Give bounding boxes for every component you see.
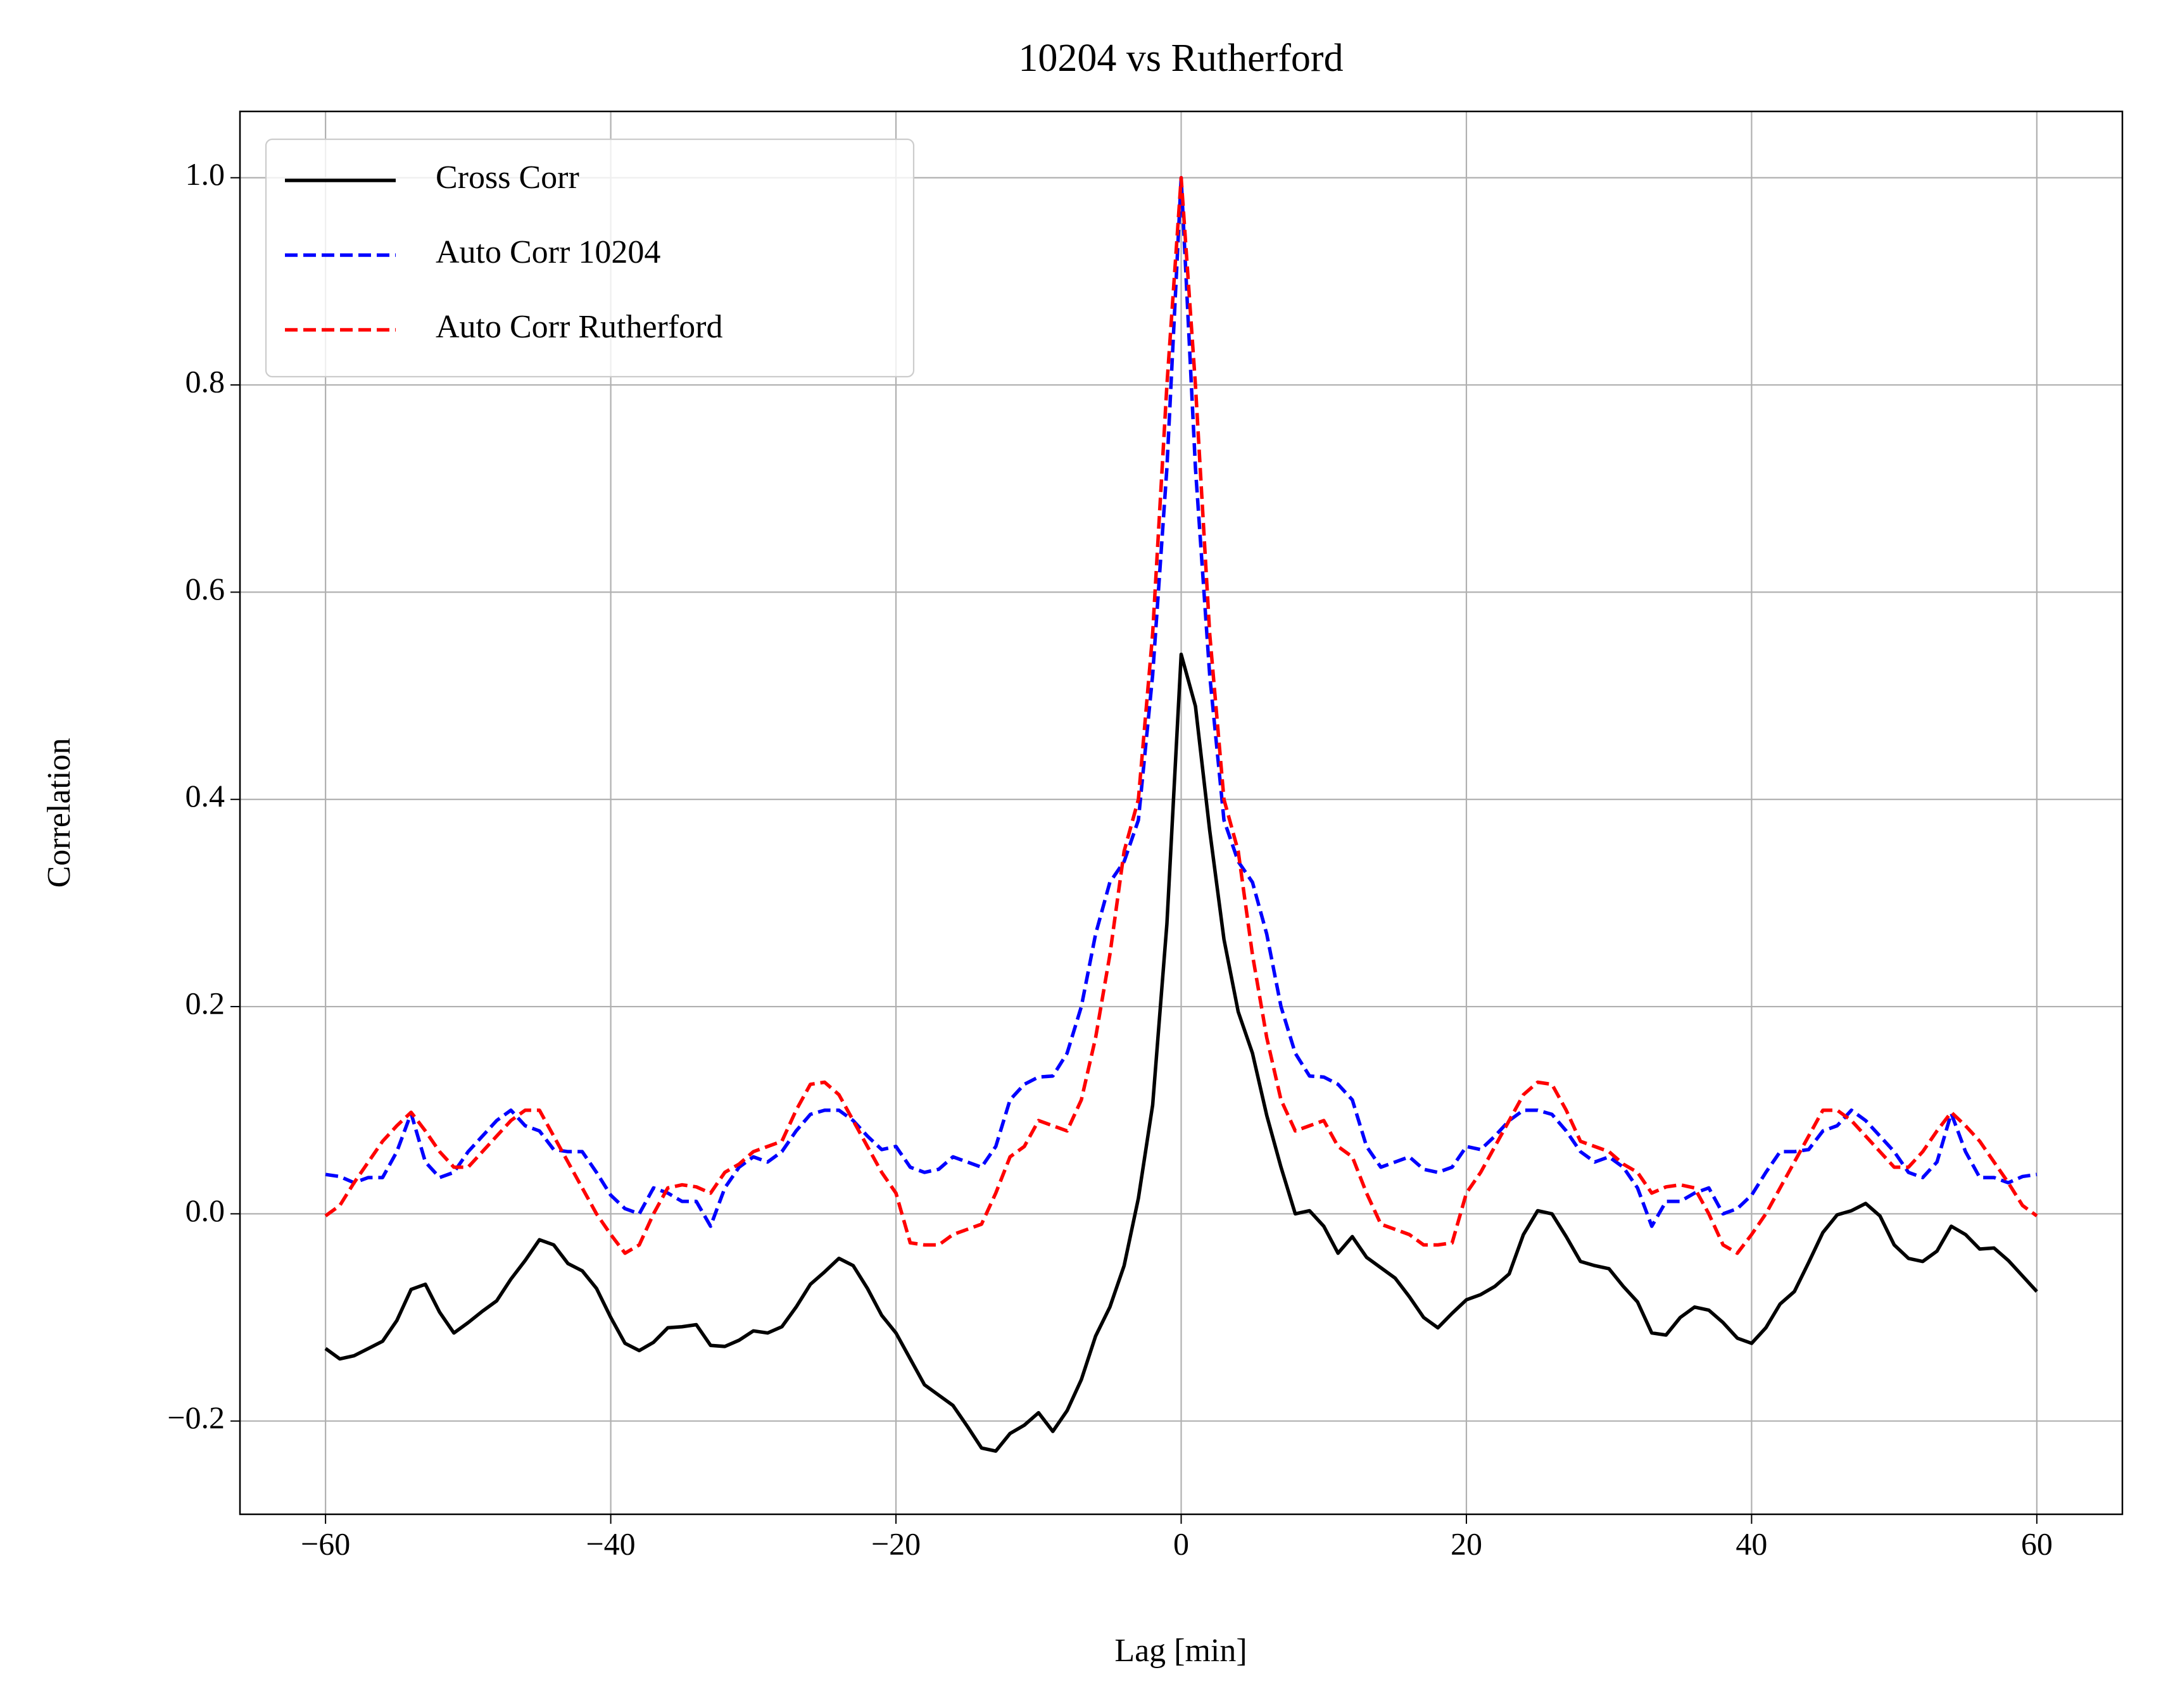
y-axis-label: Correlation (41, 738, 77, 888)
chart-title: 10204 vs Rutherford (1018, 37, 1343, 80)
x-tick-label: 40 (1736, 1526, 1767, 1561)
x-tick-label: 60 (2021, 1526, 2053, 1561)
legend-label: Auto Corr 10204 (436, 234, 660, 270)
y-tick-label: −0.2 (167, 1400, 225, 1435)
line-series (324, 175, 2038, 1255)
legend-label: Cross Corr (436, 160, 579, 196)
x-tick-label: −60 (301, 1526, 350, 1561)
x-tick-label: −20 (871, 1526, 921, 1561)
plot-frame (239, 110, 2124, 1516)
y-tick-label: 1.0 (186, 156, 225, 192)
y-tick-label: 0.2 (186, 986, 225, 1021)
x-tick-label: 0 (1173, 1526, 1189, 1561)
x-tick-label: −40 (586, 1526, 635, 1561)
legend-label: Auto Corr Rutherford (436, 309, 722, 345)
x-axis-label: Lag [min] (1114, 1633, 1247, 1669)
x-tick-label: 20 (1451, 1526, 1482, 1561)
line-series (324, 652, 2038, 1453)
y-tick-label: 0.8 (186, 364, 225, 399)
y-tick-label: 0.4 (186, 778, 225, 813)
y-tick-label: 0.6 (186, 571, 225, 606)
y-tick-label: 0.0 (186, 1193, 225, 1228)
legend-box (265, 138, 915, 378)
